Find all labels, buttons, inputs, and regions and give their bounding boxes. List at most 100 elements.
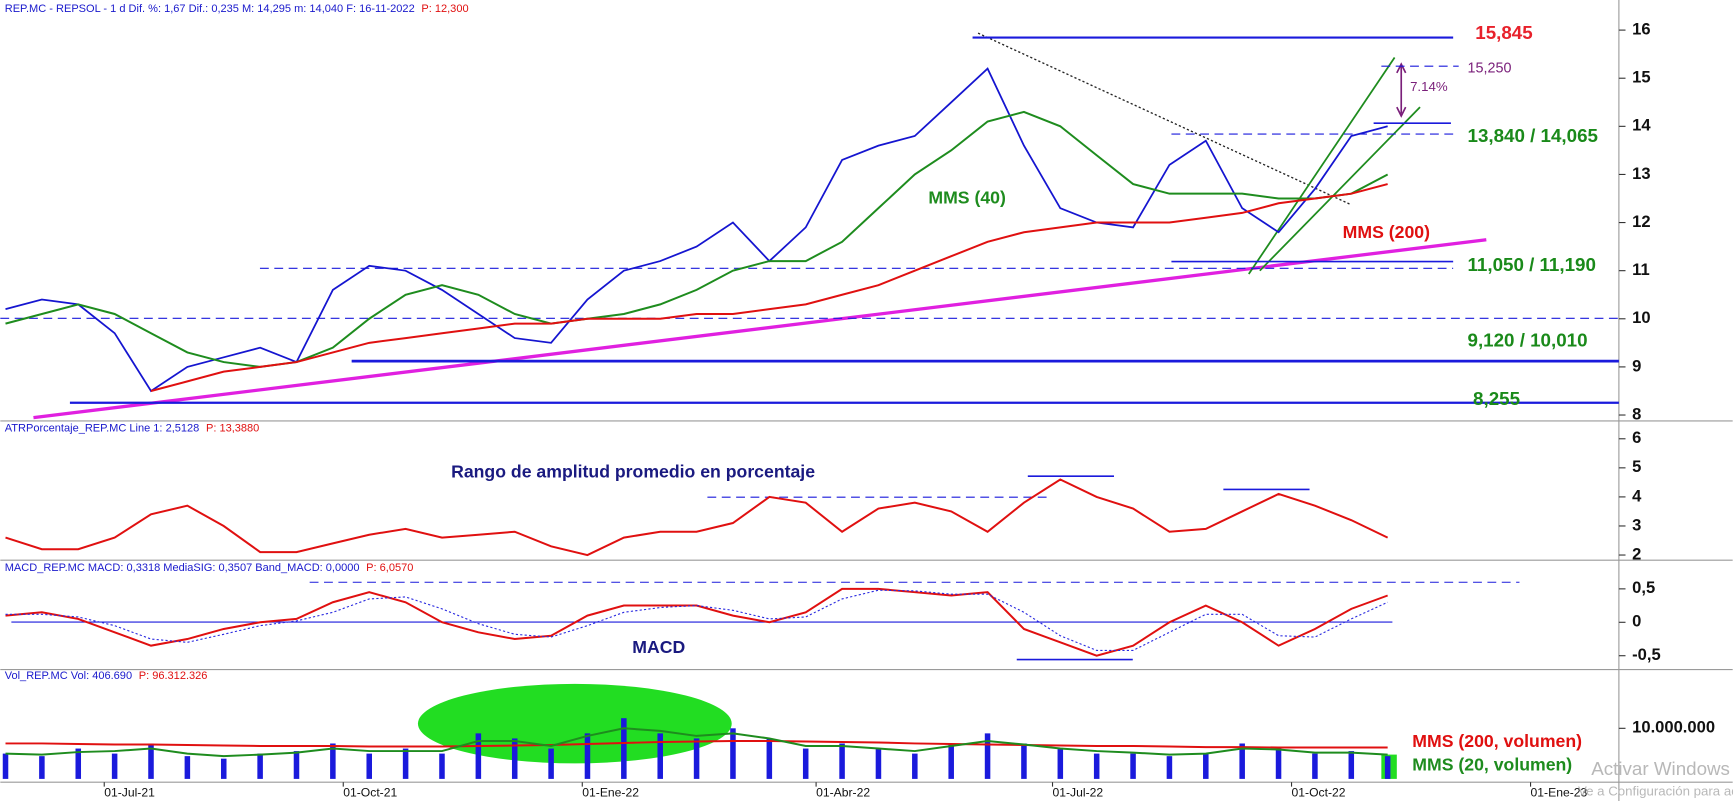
- y-tick-label: 10.000.000: [1632, 718, 1715, 737]
- volume-bar: [1130, 753, 1136, 779]
- panel-header-price: P: 96.312.326: [139, 670, 208, 682]
- y-tick-label: 0: [1632, 612, 1641, 631]
- volume-bar: [1348, 751, 1355, 779]
- y-tick-label: 4: [1632, 486, 1642, 505]
- panel-header: ATRPorcentaje_REP.MC Line 1: 2,5128: [5, 423, 200, 435]
- volume-bar: [1021, 743, 1027, 779]
- series-line: [5, 110, 1389, 368]
- y-tick-label: 3: [1632, 515, 1641, 534]
- trendline: [33, 238, 1487, 420]
- volume-bar: [948, 743, 954, 779]
- series-label: MMS (20, volumen): [1412, 754, 1572, 774]
- panel-header-price: P: 6,0570: [366, 562, 413, 574]
- volume-bar: [402, 748, 409, 779]
- volume-bar: [984, 733, 991, 779]
- volume-bar: [548, 748, 554, 779]
- level-label: 15,250: [1468, 60, 1512, 76]
- y-tick-label: 8: [1632, 404, 1641, 423]
- volume-bar: [1057, 748, 1064, 779]
- x-tick-label: 01-Ene-22: [582, 785, 639, 799]
- channel-line: [1248, 56, 1396, 275]
- x-tick-label: 01-Oct-22: [1292, 785, 1346, 799]
- volume-bar: [1166, 756, 1173, 779]
- y-tick-label: 12: [1632, 212, 1650, 231]
- volume-bar: [39, 756, 45, 779]
- volume-bar: [1275, 748, 1282, 779]
- panel-header-price: P: 12,300: [421, 3, 468, 15]
- level-label: 15,845: [1475, 22, 1532, 43]
- y-tick-label: 6: [1632, 428, 1641, 447]
- panel-header: Vol_REP.MC Vol: 406.690: [5, 670, 132, 682]
- x-tick-label: 01-Jul-21: [104, 785, 155, 799]
- series-label: MMS (200): [1343, 222, 1430, 242]
- level-label: 13,840 / 14,065: [1468, 125, 1598, 146]
- volume-bar: [1239, 743, 1245, 779]
- series-line: [5, 589, 1388, 651]
- level-label: 9,120 / 10,010: [1468, 329, 1588, 350]
- volume-bar: [1312, 753, 1318, 779]
- volume-bar: [766, 738, 773, 779]
- x-tick-label: 01-Ene-23: [1531, 785, 1588, 799]
- y-tick-label: 5: [1632, 457, 1641, 476]
- highlight-ellipse: [417, 683, 732, 764]
- volume-bar: [1384, 756, 1391, 779]
- y-tick-label: 9: [1632, 356, 1641, 375]
- arrow-head: [1396, 62, 1407, 118]
- x-tick-label: 01-Jul-22: [1053, 785, 1104, 799]
- volume-bar: [657, 733, 663, 779]
- volume-bar: [730, 728, 736, 779]
- level-label: 8,255: [1473, 388, 1520, 409]
- series-line: [5, 740, 1388, 749]
- y-tick-label: 14: [1632, 116, 1651, 135]
- volume-bar: [912, 753, 918, 779]
- series-line: [5, 478, 1389, 557]
- volume-bar: [111, 753, 118, 779]
- level-label: 11,050 / 11,190: [1468, 254, 1596, 275]
- y-tick-label: 0,5: [1632, 578, 1655, 597]
- volume-bar: [330, 743, 336, 779]
- volume-bar: [875, 748, 882, 779]
- volume-bar: [439, 753, 445, 779]
- annotation: 7.14%: [1410, 79, 1448, 94]
- volume-bar: [511, 738, 518, 779]
- panel-header-price: P: 13,3880: [206, 423, 259, 435]
- volume-bar: [293, 751, 300, 779]
- x-tick-label: 01-Oct-21: [343, 785, 397, 799]
- volume-bar: [693, 738, 700, 779]
- y-tick-label: 15: [1632, 68, 1650, 87]
- series-label: MMS (40): [928, 188, 1005, 208]
- y-tick-label: -0,5: [1632, 645, 1661, 664]
- watermark: Activar Windows: [1591, 758, 1730, 779]
- y-tick-label: 2: [1632, 544, 1641, 563]
- y-tick-label: 10: [1632, 308, 1650, 327]
- volume-bar: [75, 748, 82, 779]
- annotation: Rango de amplitud promedio en porcentaje: [451, 462, 815, 482]
- volume-bar: [1203, 753, 1209, 779]
- panel-header: MACD_REP.MC MACD: 0,3318 MediaSIG: 0,350…: [5, 562, 360, 574]
- series-line: [5, 587, 1388, 657]
- series-line: [5, 67, 1388, 393]
- watermark: Ve a Configuración para activar Windows.: [1578, 784, 1733, 799]
- volume-bar: [839, 743, 845, 779]
- y-tick-label: 13: [1632, 164, 1650, 183]
- panel-header: REP.MC - REPSOL - 1 d Dif. %: 1,67 Dif.:…: [5, 3, 415, 15]
- volume-bar: [257, 753, 263, 779]
- annotation: MACD: [632, 637, 685, 657]
- y-tick-label: 11: [1632, 260, 1650, 279]
- volume-bar: [148, 743, 154, 779]
- series-line: [5, 727, 1388, 758]
- volume-bar: [366, 753, 372, 779]
- volume-bar: [2, 753, 9, 779]
- volume-bar: [475, 733, 482, 779]
- volume-bar: [1093, 753, 1100, 779]
- trendline: [977, 32, 1351, 205]
- x-tick-label: 01-Abr-22: [816, 785, 870, 799]
- y-tick-label: 16: [1632, 19, 1650, 38]
- volume-bar: [802, 748, 809, 779]
- series-line: [150, 183, 1388, 392]
- volume-bar: [184, 756, 191, 779]
